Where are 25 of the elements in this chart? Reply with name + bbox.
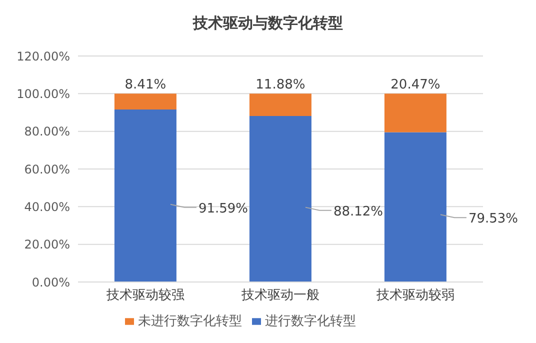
y-tick-label: 120.00% (16, 49, 70, 64)
x-tick-label: 技术驱动一般 (240, 288, 320, 304)
data-label: 79.53% (468, 212, 518, 227)
y-tick-label: 60.00% (24, 162, 70, 176)
y-tick-label: 100.00% (16, 86, 70, 101)
bar (384, 94, 446, 132)
x-tick-label: 技术驱动较强 (106, 288, 184, 304)
bar (384, 132, 446, 282)
chart-title: 技术驱动与数字化转型 (192, 13, 344, 34)
y-tick-label: 20.00% (24, 238, 70, 252)
bar (249, 116, 312, 282)
legend-label: 进行数字化转型 (265, 314, 356, 329)
data-label: 8.41% (124, 78, 166, 93)
y-tick-label: 0.00% (32, 275, 70, 290)
bar (249, 94, 312, 116)
data-label: 20.47% (390, 78, 440, 93)
bar (114, 94, 176, 110)
y-tick-label: 40.00% (24, 200, 70, 214)
data-label: 91.59% (198, 201, 248, 216)
y-tick-label: 80.00% (24, 124, 70, 139)
legend-label: 未进行数字化转型 (138, 314, 242, 329)
data-label: 11.88% (256, 78, 306, 93)
data-label: 88.12% (333, 204, 384, 220)
x-tick-label: 技术驱动较弱 (376, 288, 454, 304)
bar (114, 110, 176, 282)
